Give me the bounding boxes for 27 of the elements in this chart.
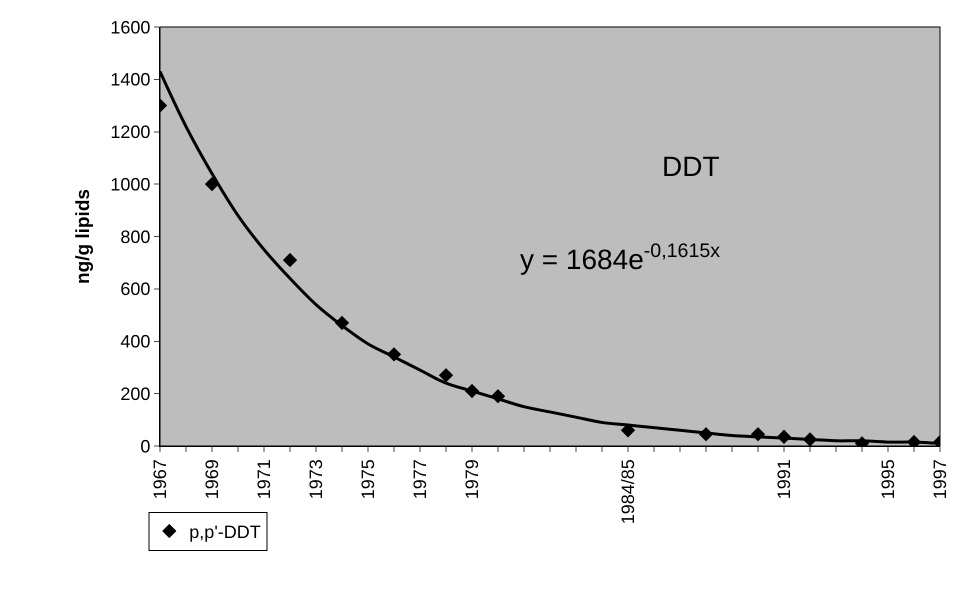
point	[438, 368, 454, 382]
y-tick-label: 400	[120, 332, 150, 352]
y-tick-label: 600	[120, 279, 150, 300]
y-tick-label: 800	[120, 226, 150, 247]
x-tick-label: 1977	[410, 459, 430, 500]
point	[204, 176, 220, 192]
y-tick-label: 1200	[110, 122, 150, 142]
x-tick-label: 1975	[358, 459, 378, 500]
y-tick-label: 1600	[110, 17, 150, 38]
x-tick-label: 1971	[254, 459, 274, 500]
y-tick-label: 0	[140, 436, 150, 456]
x-tick-label: 1967	[150, 459, 170, 500]
x-tick-label: 1969	[202, 459, 222, 500]
x-tick-label: 1991	[774, 459, 794, 500]
y-tick-label: 1000	[110, 174, 150, 194]
annotation: y = 1684e$^{-0,1615x}$	[520, 240, 720, 275]
x-tick-label: 1984/85	[618, 459, 638, 524]
x-tick-label: 1997	[930, 459, 950, 500]
y-tick-label: 200	[120, 384, 150, 404]
x-tick-label: 1973	[306, 459, 326, 500]
x-tick-label: 1995	[878, 459, 898, 500]
x-tick-label: 1979	[462, 459, 482, 500]
legend-label: p,p'-DDT	[189, 522, 261, 542]
annotation: DDT	[662, 151, 720, 182]
y-tick-label: 1400	[110, 70, 150, 90]
point	[282, 252, 298, 268]
y-axis-title: ng/g lipids	[73, 189, 94, 284]
